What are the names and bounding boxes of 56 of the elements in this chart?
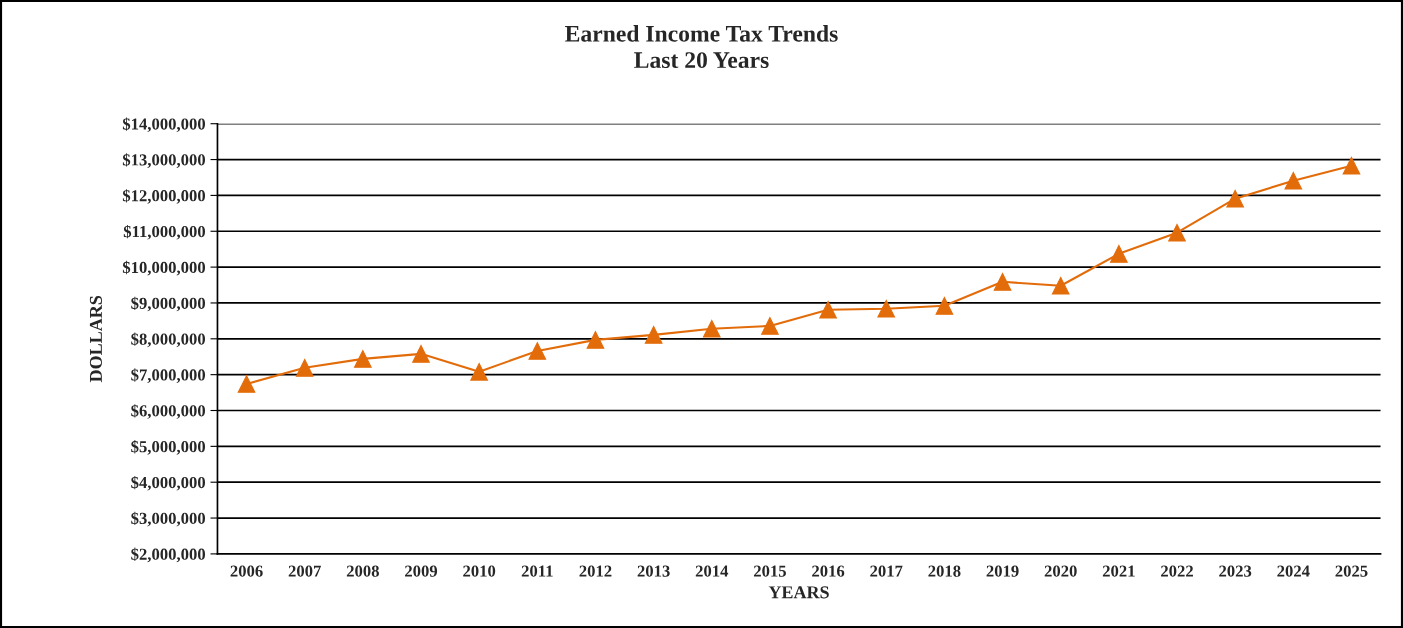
y-tick-label: $2,000,000 xyxy=(131,547,206,563)
x-tick-label: 2011 xyxy=(521,565,553,577)
x-tick-label: 2024 xyxy=(1277,565,1310,577)
point xyxy=(1342,156,1361,175)
x-tick-label: 2019 xyxy=(986,565,1019,577)
x-tick-label: 2017 xyxy=(870,565,903,577)
x-tick-label: 2008 xyxy=(346,565,379,577)
x-tick-label: 2012 xyxy=(579,565,612,577)
x-tick-label: 2013 xyxy=(637,565,670,577)
y-tick-label: $3,000,000 xyxy=(131,511,206,527)
point xyxy=(237,375,256,393)
y-axis-title: DOLLARS xyxy=(89,295,102,383)
point xyxy=(702,319,721,338)
point xyxy=(1110,244,1128,263)
point xyxy=(1168,223,1186,242)
x-axis-title: YEARS xyxy=(768,586,829,599)
y-tick-label: $10,000,000 xyxy=(122,260,206,276)
x-tick-label: 2018 xyxy=(928,565,961,577)
chart-title: Earned Income Tax Trends Last 20 Years xyxy=(565,25,838,69)
x-tick-label: 2023 xyxy=(1219,565,1252,577)
point xyxy=(528,342,547,360)
point xyxy=(993,272,1012,291)
point xyxy=(935,296,954,315)
point xyxy=(644,326,663,344)
x-tick-label: 2025 xyxy=(1335,565,1368,577)
y-tick-label: $13,000,000 xyxy=(122,153,206,168)
x-tick-label: 2015 xyxy=(753,565,786,577)
x-tick-label: 2020 xyxy=(1044,565,1077,577)
y-tick-label: $8,000,000 xyxy=(131,332,206,348)
x-tick-label: 2009 xyxy=(405,565,438,577)
x-tick-label: 2016 xyxy=(812,565,845,577)
point xyxy=(761,317,779,335)
y-tick-label: $4,000,000 xyxy=(131,475,206,491)
x-tick-label: 2006 xyxy=(230,565,263,577)
y-tick-label: $14,000,000 xyxy=(122,117,206,133)
y-tick-label: $5,000,000 xyxy=(131,440,206,455)
x-tick-label: 2010 xyxy=(463,565,496,577)
x-tick-label: 2021 xyxy=(1102,565,1135,577)
point xyxy=(819,300,837,319)
point xyxy=(877,299,896,318)
y-tick-label: $7,000,000 xyxy=(131,368,206,384)
point xyxy=(412,345,430,363)
point xyxy=(586,331,605,349)
y-tick-label: $11,000,000 xyxy=(123,224,206,240)
x-tick-label: 2007 xyxy=(288,565,321,577)
point xyxy=(1284,171,1303,190)
y-tick-label: $6,000,000 xyxy=(131,404,206,419)
x-tick-label: 2014 xyxy=(695,565,729,577)
point xyxy=(1226,189,1245,208)
point xyxy=(295,358,314,377)
y-tick-label: $12,000,000 xyxy=(122,189,206,204)
point xyxy=(470,362,489,381)
y-tick-label: $9,000,000 xyxy=(131,296,206,312)
point xyxy=(1051,276,1070,295)
point xyxy=(354,350,372,368)
x-tick-label: 2022 xyxy=(1161,565,1193,577)
